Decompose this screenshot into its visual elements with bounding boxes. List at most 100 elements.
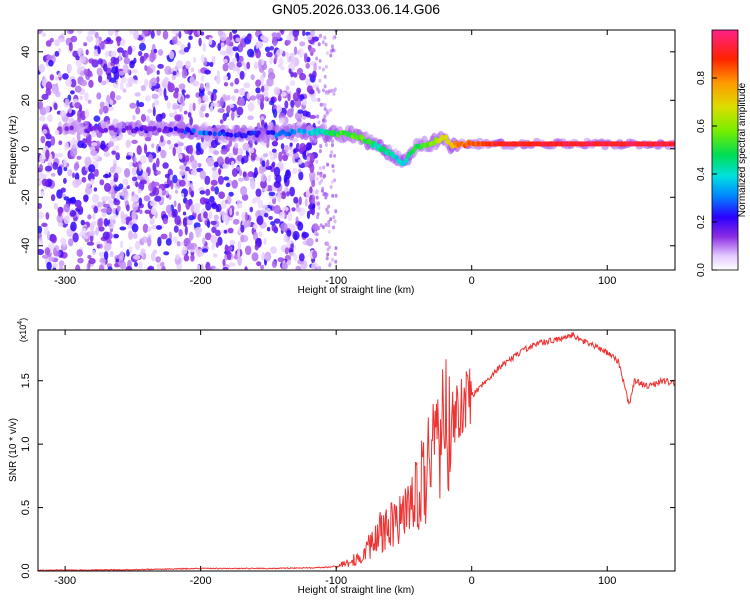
- noise-cell: [160, 233, 168, 240]
- noise-cell: [119, 250, 124, 261]
- noise-cell: [235, 211, 240, 217]
- noise-cell: [266, 227, 271, 232]
- noise-cell: [178, 153, 183, 160]
- noise-cell: [216, 203, 222, 213]
- noise-cell: [83, 234, 89, 240]
- noise-cell: [222, 266, 229, 270]
- noise-cell: [45, 40, 52, 47]
- noise-cell: [102, 231, 110, 240]
- noise-cell: [273, 86, 280, 96]
- noise-cell: [52, 85, 59, 95]
- noise-cell: [318, 65, 322, 70]
- noise-cell: [284, 100, 289, 109]
- y-tick-label: 20: [20, 94, 32, 106]
- noise-cell: [107, 266, 113, 270]
- noise-cell: [116, 38, 121, 47]
- noise-cell: [172, 209, 178, 217]
- noise-cell: [316, 226, 320, 231]
- noise-cell: [315, 56, 319, 61]
- noise-cell: [175, 253, 180, 260]
- noise-cell: [292, 92, 299, 102]
- noise-cell: [298, 168, 301, 173]
- noise-cell: [164, 95, 169, 101]
- noise-cell: [139, 55, 145, 64]
- noise-cell: [136, 100, 140, 108]
- noise-cell: [152, 106, 156, 117]
- noise-cell: [38, 203, 42, 209]
- noise-cell: [185, 199, 191, 210]
- noise-cell: [253, 196, 261, 203]
- noise-cell: [318, 266, 322, 270]
- noise-cell: [80, 79, 88, 87]
- noise-cell: [199, 113, 205, 118]
- x-tick-label: -200: [190, 275, 212, 287]
- x-tick-label: -300: [54, 575, 76, 587]
- noise-cell: [181, 246, 188, 255]
- noise-cell: [317, 89, 321, 94]
- noise-cell: [320, 178, 324, 183]
- noise-cell: [213, 161, 219, 168]
- noise-cell: [322, 88, 325, 93]
- noise-cell: [279, 211, 286, 219]
- noise-cell: [180, 44, 186, 50]
- noise-cell: [87, 255, 92, 259]
- noise-cell: [125, 155, 132, 160]
- noise-cell: [284, 40, 291, 45]
- noise-cell: [87, 214, 92, 220]
- noise-cell: [67, 63, 72, 73]
- noise-cell: [77, 30, 83, 35]
- noise-cell: [232, 218, 240, 225]
- noise-cell: [183, 47, 190, 53]
- noise-cell: [92, 193, 100, 204]
- noise-cell: [263, 238, 267, 245]
- noise-cell: [258, 59, 262, 70]
- noise-cell: [118, 52, 122, 62]
- signal-cell: [176, 128, 182, 133]
- noise-cell: [197, 30, 201, 36]
- noise-cell: [331, 193, 335, 198]
- noise-cell: [253, 223, 258, 230]
- noise-cell: [103, 203, 110, 208]
- noise-cell: [63, 177, 67, 184]
- noise-cell: [302, 30, 306, 37]
- noise-cell: [73, 162, 79, 171]
- noise-cell: [261, 85, 265, 93]
- noise-cell: [298, 171, 304, 181]
- noise-cell: [125, 265, 133, 270]
- noise-cell: [264, 46, 271, 53]
- noise-cell: [214, 186, 219, 195]
- noise-cell: [207, 90, 212, 96]
- noise-cell: [225, 144, 230, 152]
- noise-cell: [327, 229, 331, 234]
- noise-cell: [297, 109, 304, 114]
- noise-cell: [44, 165, 53, 172]
- noise-cell: [72, 179, 80, 188]
- noise-cell: [232, 65, 239, 72]
- noise-cell: [261, 160, 266, 168]
- noise-cell: [268, 215, 273, 220]
- noise-cell: [123, 57, 131, 65]
- noise-cell: [237, 249, 241, 258]
- noise-cell: [140, 179, 147, 185]
- noise-cell: [115, 258, 119, 263]
- noise-cell: [258, 165, 265, 175]
- noise-cell: [191, 169, 198, 176]
- noise-cell: [102, 105, 109, 114]
- x-tick-label: -200: [190, 575, 212, 587]
- noise-cell: [38, 211, 44, 219]
- noise-cell: [208, 36, 213, 46]
- noise-cell: [86, 241, 95, 246]
- noise-cell: [42, 254, 49, 259]
- noise-cell: [258, 231, 263, 237]
- noise-cell: [45, 212, 50, 220]
- noise-cell: [52, 263, 58, 268]
- noise-cell: [251, 252, 259, 262]
- signal-cell: [256, 130, 261, 136]
- noise-cell: [219, 211, 226, 216]
- noise-cell: [252, 231, 259, 241]
- noise-cell: [260, 264, 265, 270]
- noise-cell: [237, 147, 243, 155]
- noise-cell: [289, 148, 294, 158]
- noise-cell: [231, 160, 235, 169]
- noise-cell: [138, 260, 143, 270]
